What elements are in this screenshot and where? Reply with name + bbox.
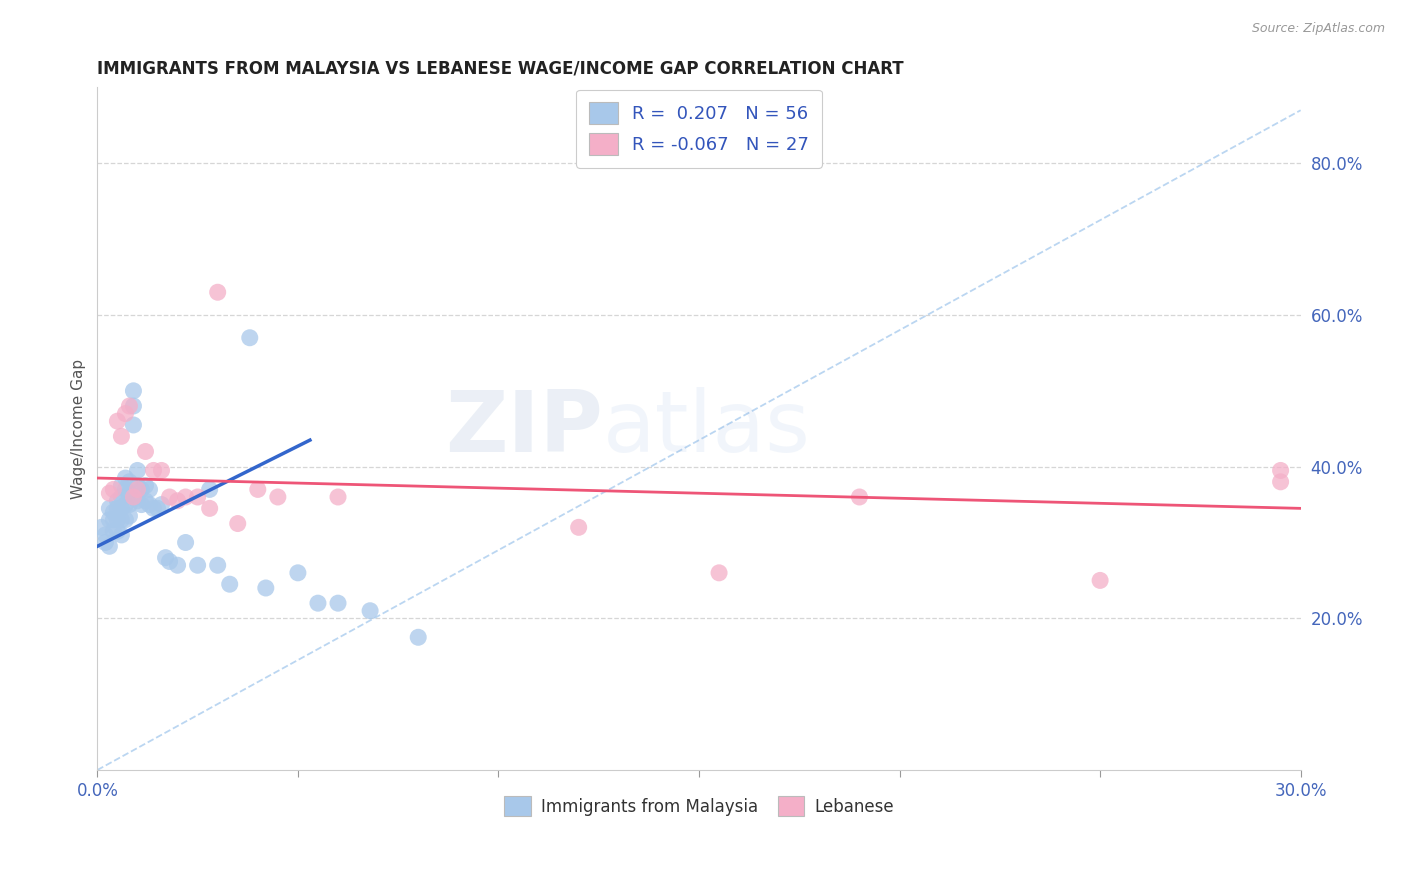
- Point: [94, 535, 117, 549]
- Point: [848, 490, 870, 504]
- Point: [107, 513, 129, 527]
- Point: [150, 498, 173, 512]
- Point: [122, 399, 145, 413]
- Point: [110, 513, 132, 527]
- Point: [94, 528, 117, 542]
- Point: [118, 399, 141, 413]
- Point: [166, 493, 188, 508]
- Point: [131, 498, 153, 512]
- Point: [198, 483, 221, 497]
- Point: [103, 483, 125, 497]
- Y-axis label: Wage/Income Gap: Wage/Income Gap: [72, 359, 86, 499]
- Point: [1270, 475, 1292, 489]
- Point: [103, 513, 125, 527]
- Point: [118, 486, 141, 500]
- Point: [134, 493, 156, 508]
- Point: [114, 513, 136, 527]
- Point: [118, 508, 141, 523]
- Point: [122, 490, 145, 504]
- Point: [127, 493, 149, 508]
- Point: [150, 463, 173, 477]
- Point: [122, 417, 145, 432]
- Point: [226, 516, 249, 531]
- Point: [110, 478, 132, 492]
- Point: [159, 490, 181, 504]
- Point: [122, 384, 145, 398]
- Point: [114, 471, 136, 485]
- Point: [1270, 463, 1292, 477]
- Point: [107, 524, 129, 538]
- Point: [187, 490, 209, 504]
- Text: Source: ZipAtlas.com: Source: ZipAtlas.com: [1251, 22, 1385, 36]
- Point: [98, 501, 121, 516]
- Point: [166, 558, 188, 573]
- Point: [218, 577, 240, 591]
- Point: [127, 463, 149, 477]
- Point: [326, 490, 349, 504]
- Point: [98, 539, 121, 553]
- Legend: Immigrants from Malaysia, Lebanese: Immigrants from Malaysia, Lebanese: [498, 789, 901, 823]
- Point: [159, 554, 181, 568]
- Point: [90, 520, 112, 534]
- Point: [118, 475, 141, 489]
- Point: [155, 550, 177, 565]
- Point: [107, 414, 129, 428]
- Point: [131, 483, 153, 497]
- Point: [134, 478, 156, 492]
- Point: [110, 501, 132, 516]
- Point: [110, 528, 132, 542]
- Point: [254, 581, 277, 595]
- Point: [103, 505, 125, 519]
- Point: [138, 483, 160, 497]
- Point: [198, 501, 221, 516]
- Point: [110, 490, 132, 504]
- Point: [114, 483, 136, 497]
- Point: [118, 498, 141, 512]
- Point: [127, 478, 149, 492]
- Point: [142, 463, 165, 477]
- Point: [107, 501, 129, 516]
- Point: [110, 429, 132, 443]
- Point: [98, 486, 121, 500]
- Point: [174, 490, 197, 504]
- Point: [267, 490, 290, 504]
- Point: [142, 501, 165, 516]
- Point: [114, 498, 136, 512]
- Point: [114, 407, 136, 421]
- Point: [239, 331, 262, 345]
- Point: [568, 520, 591, 534]
- Text: IMMIGRANTS FROM MALAYSIA VS LEBANESE WAGE/INCOME GAP CORRELATION CHART: IMMIGRANTS FROM MALAYSIA VS LEBANESE WAG…: [97, 60, 904, 78]
- Point: [107, 493, 129, 508]
- Point: [287, 566, 309, 580]
- Point: [103, 524, 125, 538]
- Text: atlas: atlas: [603, 387, 811, 470]
- Point: [174, 535, 197, 549]
- Point: [127, 483, 149, 497]
- Point: [207, 558, 229, 573]
- Point: [307, 596, 329, 610]
- Point: [326, 596, 349, 610]
- Point: [1088, 574, 1111, 588]
- Point: [134, 444, 156, 458]
- Point: [359, 604, 381, 618]
- Point: [187, 558, 209, 573]
- Point: [146, 501, 169, 516]
- Point: [98, 513, 121, 527]
- Text: ZIP: ZIP: [444, 387, 603, 470]
- Point: [406, 630, 429, 644]
- Point: [138, 498, 160, 512]
- Point: [246, 483, 269, 497]
- Point: [707, 566, 730, 580]
- Point: [207, 285, 229, 300]
